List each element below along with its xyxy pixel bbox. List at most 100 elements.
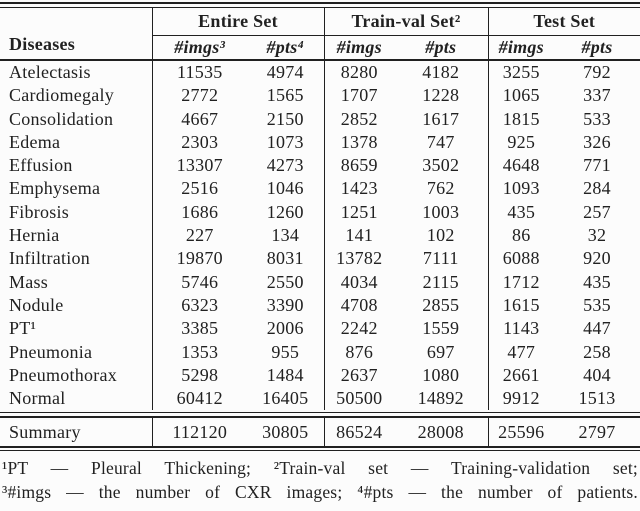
dataset-statistics-table: Diseases Entire Set Train-val Set² Test …	[0, 8, 640, 411]
value-cell: 16405	[262, 388, 309, 409]
value-cell: 3255	[487, 60, 555, 85]
value-cell: 3502	[422, 155, 460, 176]
footnote-line-1: ¹PT — Pleural Thickening; ²Train-val set…	[2, 458, 638, 479]
value-cell: 1484	[266, 364, 304, 385]
value-cell: 876	[323, 340, 395, 364]
value-cell: 326	[583, 131, 611, 152]
table-row: Hernia 227 134 141 102 86 32	[0, 224, 640, 248]
group-header-row: Diseases Entire Set Train-val Set² Test …	[0, 8, 640, 61]
value-cell: 19870	[151, 247, 247, 271]
value-cell: 2242	[323, 317, 395, 341]
trainval-pts-header: #pts	[394, 35, 489, 61]
value-cell: 11535	[151, 60, 247, 85]
table-row: Cardiomegaly 2772 1565 1707 1228 1065 337	[0, 84, 640, 108]
value-cell: 1003	[422, 201, 460, 222]
value-cell: 2516	[151, 177, 247, 201]
value-cell: 1513	[578, 388, 616, 409]
value-cell: 4182	[422, 62, 460, 82]
value-cell: 7111	[422, 248, 459, 269]
entire-imgs-header: #imgs³	[151, 35, 247, 61]
value-cell: 13782	[323, 247, 395, 271]
value-cell: 2115	[422, 271, 459, 292]
value-cell: 60412	[151, 387, 247, 411]
value-cell: 1565	[266, 85, 304, 106]
value-cell: 4667	[151, 107, 247, 131]
table-row: Mass 5746 2550 4034 2115 1712 435	[0, 270, 640, 294]
summary-test-pts: 2797	[578, 422, 616, 443]
value-cell: 1615	[487, 293, 555, 318]
value-cell: 13307	[151, 154, 247, 178]
value-cell: 533	[583, 108, 611, 129]
value-cell: 337	[583, 85, 611, 106]
value-cell: 1712	[487, 270, 555, 294]
disease-name: Hernia	[9, 225, 60, 246]
summary-test-imgs: 25596	[487, 418, 554, 447]
table-footnotes: ¹PT — Pleural Thickening; ²Train-val set…	[0, 456, 640, 504]
value-cell: 2550	[266, 271, 304, 292]
value-cell: 762	[426, 178, 455, 199]
value-cell: 86	[487, 224, 555, 248]
value-cell: 1707	[323, 84, 395, 108]
top-rule-inner	[0, 7, 640, 8]
value-cell: 32	[587, 225, 607, 246]
disease-name: Mass	[9, 271, 49, 292]
value-cell: 2855	[422, 294, 460, 315]
disease-name: Emphysema	[9, 178, 101, 199]
disease-name: Pneumonia	[9, 341, 93, 362]
value-cell: 3390	[266, 294, 304, 315]
table-row: Emphysema 2516 1046 1423 762 1093 284	[0, 177, 640, 201]
summary-entire-pts: 30805	[262, 422, 309, 443]
value-cell: 284	[583, 178, 611, 199]
value-cell: 2303	[151, 130, 247, 155]
test-imgs-header: #imgs	[487, 35, 555, 61]
value-cell: 1423	[323, 177, 395, 201]
table-row: Fibrosis 1686 1260 1251 1003 435 257	[0, 200, 640, 225]
table-row: Infiltration 19870 8031 13782 7111 6088 920	[0, 247, 640, 271]
disease-name: Edema	[9, 131, 61, 152]
table-row: Edema 2303 1073 1378 747 925 326	[0, 130, 640, 155]
value-cell: 1378	[323, 130, 395, 155]
value-cell: 8280	[323, 60, 395, 85]
value-cell: 955	[271, 341, 300, 362]
value-cell: 1228	[422, 85, 460, 106]
disease-name: Effusion	[9, 155, 73, 176]
summary-table: Summary 112120 30805 86524 28008 25596 2…	[0, 418, 640, 447]
value-cell: 477	[487, 340, 555, 364]
value-cell: 1093	[487, 177, 555, 201]
train-val-set-header: Train-val Set²	[323, 8, 489, 36]
value-cell: 2150	[266, 108, 304, 129]
table-row: PT¹ 3385 2006 2242 1559 1143 447	[0, 317, 640, 341]
value-cell: 1353	[151, 340, 247, 364]
table-row: Consolidation 4667 2150 2852 1617 1815 533	[0, 107, 640, 131]
value-cell: 258	[583, 341, 611, 362]
value-cell: 747	[426, 131, 455, 152]
value-cell: 697	[426, 341, 455, 362]
disease-name: PT¹	[9, 318, 37, 339]
value-cell: 8031	[266, 248, 304, 269]
test-set-header: Test Set	[487, 8, 640, 36]
entire-set-header: Entire Set	[151, 8, 325, 36]
table-row: Pneumonia 1353 955 876 697 477 258	[0, 340, 640, 364]
table-header: Diseases Entire Set Train-val Set² Test …	[0, 8, 640, 61]
disease-name: Consolidation	[9, 108, 114, 129]
value-cell: 134	[271, 225, 300, 246]
table-row: Atelectasis 11535 4974 8280 4182 3255 792	[0, 60, 640, 85]
table-row: Effusion 13307 4273 8659 3502 4648 771	[0, 154, 640, 178]
value-cell: 4974	[266, 62, 304, 82]
value-cell: 4708	[323, 293, 395, 318]
summary-rule-upper	[0, 412, 640, 414]
summary-row: Summary 112120 30805 86524 28008 25596 2…	[0, 418, 640, 447]
disease-name: Pneumothorax	[9, 364, 117, 385]
value-cell: 2772	[151, 84, 247, 108]
value-cell: 4648	[487, 154, 555, 178]
value-cell: 4273	[266, 155, 304, 176]
value-cell: 257	[583, 201, 611, 222]
value-cell: 2006	[266, 318, 304, 339]
value-cell: 1559	[422, 318, 460, 339]
value-cell: 2661	[487, 363, 555, 388]
disease-name: Normal	[9, 388, 66, 409]
value-cell: 447	[583, 318, 611, 339]
value-cell: 1686	[151, 200, 247, 225]
value-cell: 1046	[266, 178, 304, 199]
value-cell: 141	[323, 224, 395, 248]
